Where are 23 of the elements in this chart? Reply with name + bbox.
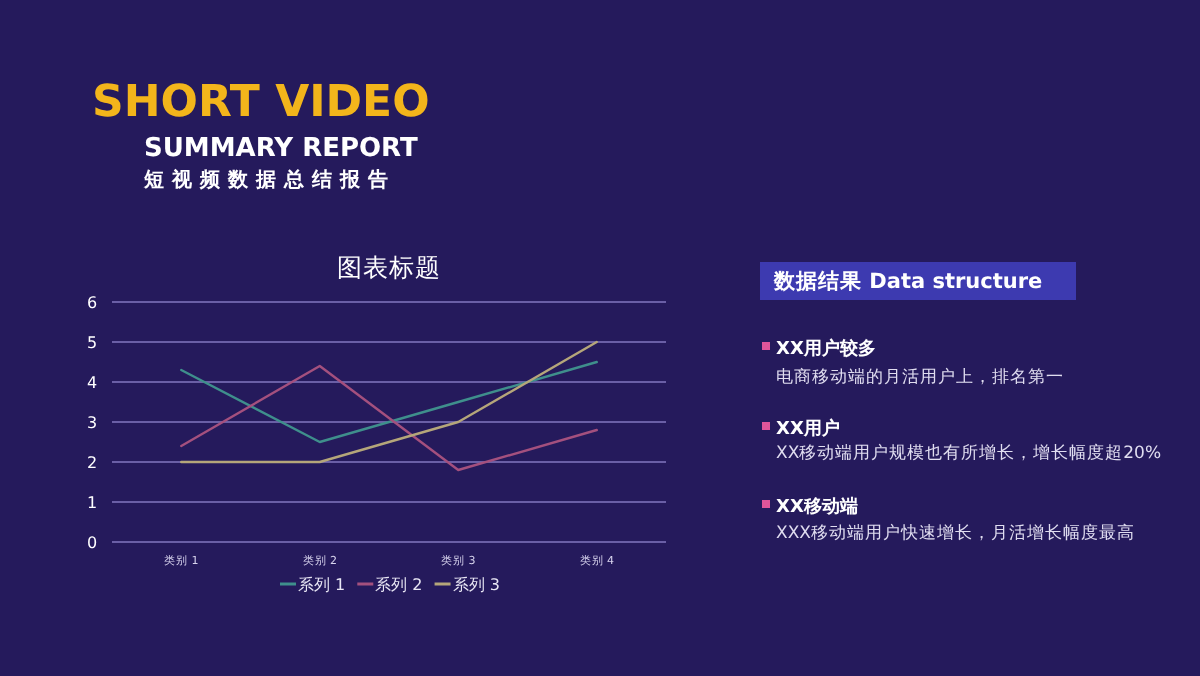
line-series — [180, 360, 598, 444]
text: XX移动端用户规模也有所增长，增长幅度超20% — [776, 442, 1162, 464]
y-tick-label: 4 — [86, 374, 98, 392]
legend-label: 系列 3 — [452, 576, 500, 594]
text: SUMMARY REPORT — [144, 134, 418, 164]
text: SHORT VIDEO — [92, 78, 430, 128]
chart-title: 图表标题 — [337, 252, 441, 282]
y-tick-label: 0 — [86, 534, 98, 552]
y-tick-label: 6 — [86, 294, 98, 312]
y-tick-label: 5 — [86, 334, 98, 352]
text: XX移动端 — [776, 496, 858, 518]
y-tick-label: 1 — [86, 494, 98, 512]
legend-label: 系列 2 — [375, 576, 423, 594]
legend-label: 系列 1 — [298, 576, 346, 594]
line-series — [180, 364, 598, 472]
text: 数据结果 Data structure — [772, 268, 1043, 294]
text: 短视频数据总结报告 — [142, 168, 396, 192]
text: XXX移动端用户快速增长，月活增长幅度最高 — [776, 522, 1135, 544]
y-tick-label: 2 — [86, 454, 98, 472]
y-tick-label: 3 — [86, 414, 98, 432]
text: XX用户较多 — [776, 338, 876, 360]
text: 电商移动端的月活用户上，排名第一 — [776, 366, 1064, 388]
text: XX用户 — [776, 418, 840, 440]
